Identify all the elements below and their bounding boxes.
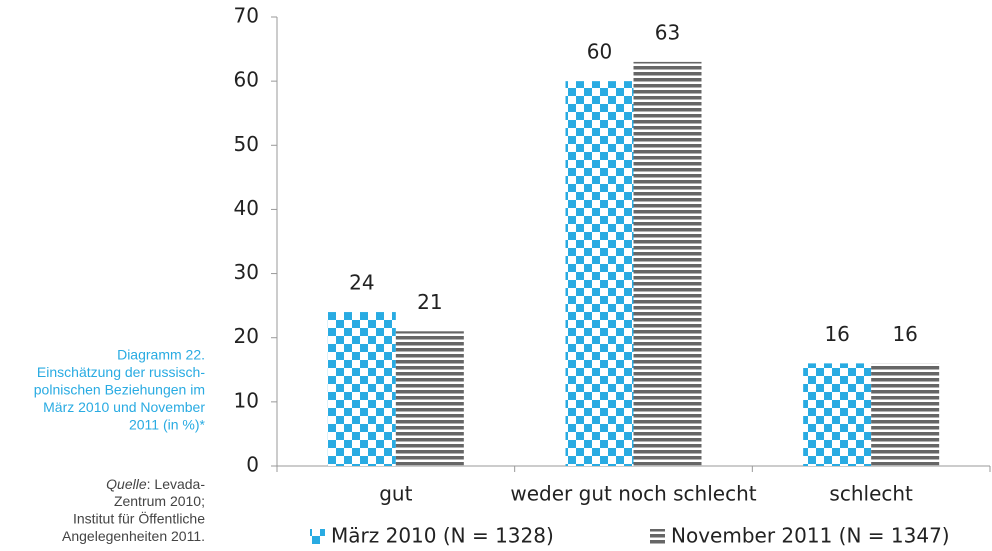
legend-swatch [650,529,665,544]
value-label: 16 [824,322,849,346]
source-line: Quelle: Levada- [106,476,205,492]
y-tick-label: 50 [234,132,259,156]
source-line: Zentrum 2010; [114,493,205,509]
caption-line: polnischen Beziehungen im [34,382,205,398]
x-tick-label: schlecht [829,482,913,506]
y-tick-label: 20 [234,324,259,348]
bar [327,312,396,466]
bar [871,363,940,466]
y-tick-label: 30 [234,260,259,284]
value-label: 24 [349,271,374,295]
legend-label: November 2011 (N = 1347) [671,524,950,548]
caption-line: März 2010 und November [43,399,205,415]
legend-label: März 2010 (N = 1328) [331,524,554,548]
value-label: 16 [892,322,917,346]
source-line: Institut für Öffentliche [73,510,205,527]
x-tick-label: weder gut noch schlecht [510,482,756,506]
source-line: Angelegenheiten 2011. [62,528,205,544]
source-label: Quelle [106,476,147,492]
value-label: 21 [417,290,442,314]
y-tick-label: 40 [234,196,259,220]
caption-line: Einschätzung der russisch- [37,364,205,380]
legend-swatch [310,529,325,544]
value-label: 60 [587,40,612,64]
caption-line: 2011 (in %)* [129,417,206,433]
y-tick-label: 0 [246,453,259,477]
y-tick-label: 10 [234,388,259,412]
x-tick-label: gut [379,482,412,506]
bar [803,363,872,466]
caption-line: Diagramm 22. [117,347,205,363]
y-tick-label: 60 [234,68,259,92]
bar [565,81,634,467]
bar [633,61,702,467]
value-label: 63 [655,20,680,44]
y-tick-label: 70 [234,4,259,28]
source-text: : Levada- [147,476,206,492]
bar [395,331,464,466]
